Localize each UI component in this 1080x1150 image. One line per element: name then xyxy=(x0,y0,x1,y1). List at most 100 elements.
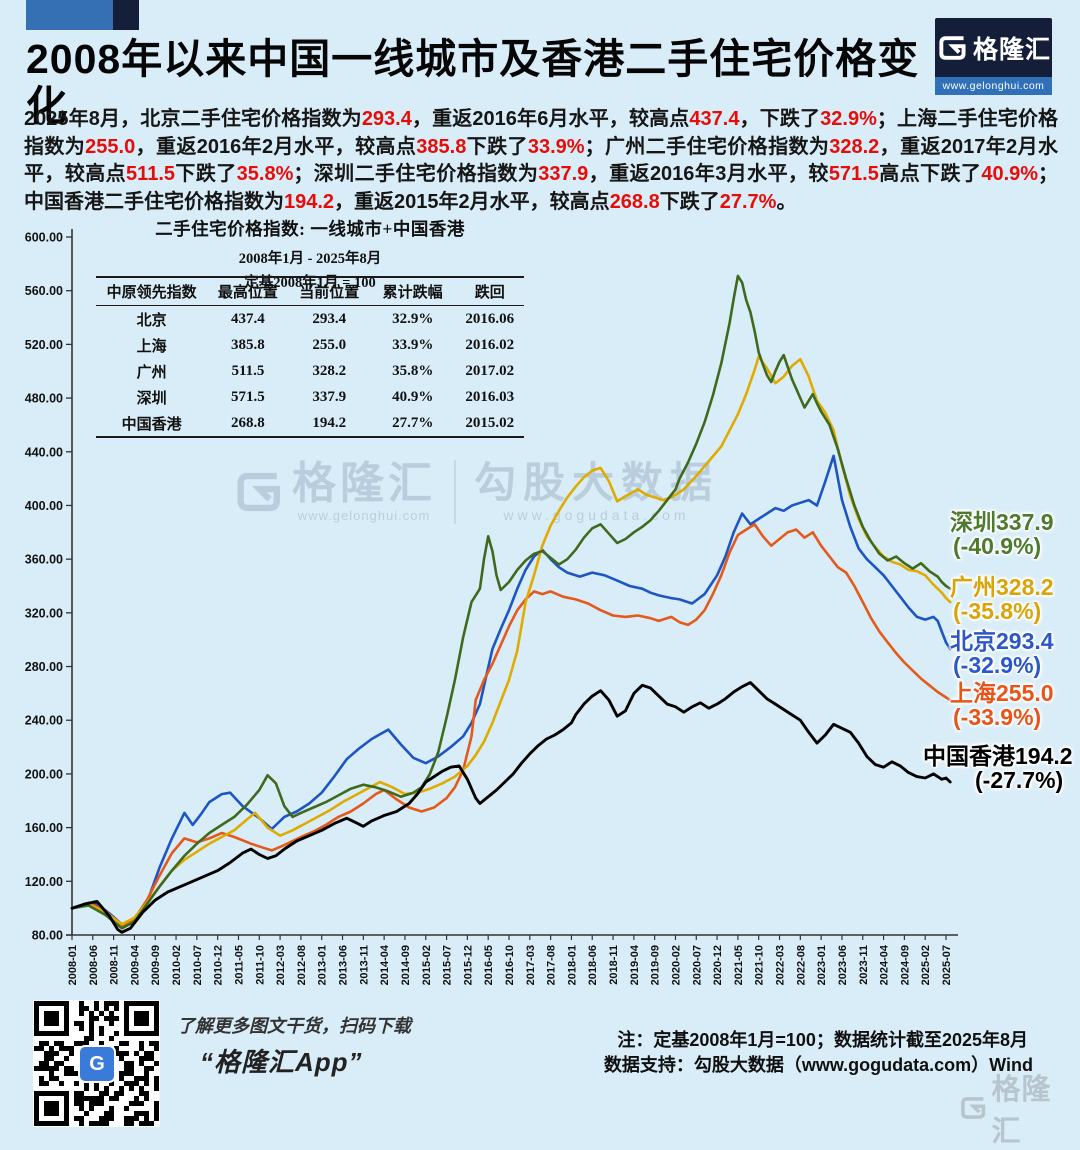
qr-module xyxy=(34,1016,39,1021)
corner-watermark: 格隆汇 xyxy=(958,1066,1080,1150)
x-tick-label: 2024-04 xyxy=(879,944,891,985)
x-tick-label: 2025-02 xyxy=(920,945,932,985)
qr-module xyxy=(54,1041,59,1046)
qr-module xyxy=(44,1016,49,1021)
qr-module xyxy=(139,1031,144,1036)
qr-module xyxy=(139,1046,144,1051)
series-line-beijing xyxy=(72,456,950,925)
qr-module xyxy=(144,1111,149,1116)
y-tick-label: 120.00 xyxy=(25,875,63,889)
qr-module xyxy=(79,1096,84,1101)
qr-module xyxy=(44,1021,49,1026)
highlight-number: 293.4 xyxy=(362,108,412,130)
chart-title: 二手住宅价格指数: 一线城市+中国香港 xyxy=(95,216,525,241)
qr-module xyxy=(34,1031,39,1036)
decor-bar-navy xyxy=(113,0,139,30)
qr-module xyxy=(89,1121,94,1126)
qr-module xyxy=(64,1096,69,1101)
table-cell: 上海 xyxy=(96,335,207,356)
intro-text: 下跌了 xyxy=(466,136,528,158)
x-tick-label: 2016-10 xyxy=(504,945,516,985)
qr-module xyxy=(74,1091,79,1096)
x-tick-label: 2023-06 xyxy=(837,945,849,985)
qr-module xyxy=(64,1121,69,1126)
qr-module xyxy=(69,1071,74,1076)
qr-module xyxy=(79,1011,84,1016)
qr-module xyxy=(154,1026,159,1031)
qr-module xyxy=(64,1016,69,1021)
qr-module xyxy=(54,1111,59,1116)
qr-module xyxy=(64,1071,69,1076)
y-tick-label: 560.00 xyxy=(25,284,63,298)
intro-text: 下跌了 xyxy=(660,191,720,213)
qr-module xyxy=(49,1071,54,1076)
qr-module xyxy=(99,1116,104,1121)
qr-module xyxy=(134,1111,139,1116)
qr-module xyxy=(89,1031,94,1036)
qr-module xyxy=(94,1016,99,1021)
table-cell: 40.9% xyxy=(370,389,456,406)
qr-module xyxy=(134,1051,139,1056)
qr-module xyxy=(34,1026,39,1031)
qr-module xyxy=(119,1071,124,1076)
qr-module xyxy=(34,1111,39,1116)
qr-module xyxy=(54,1011,59,1016)
qr-module xyxy=(34,1106,39,1111)
series-label-change: (-35.8%) xyxy=(953,599,1054,623)
qr-module xyxy=(119,1056,124,1061)
qr-module xyxy=(49,1091,54,1096)
x-tick-label: 2014-09 xyxy=(400,945,412,985)
qr-module xyxy=(59,1081,64,1086)
x-tick-label: 2008-06 xyxy=(88,945,100,985)
qr-module xyxy=(64,1116,69,1121)
qr-module xyxy=(129,1121,134,1126)
x-tick-label: 2011-05 xyxy=(233,945,245,985)
qr-module xyxy=(39,1041,44,1046)
qr-module xyxy=(39,1121,44,1126)
y-tick-label: 360.00 xyxy=(25,553,63,567)
qr-module xyxy=(49,1021,54,1026)
qr-module xyxy=(104,1111,109,1116)
qr-module xyxy=(114,1096,119,1101)
qr-module xyxy=(39,1076,44,1081)
qr-module xyxy=(99,1026,104,1031)
table-header-cell: 累计跌幅 xyxy=(370,281,456,302)
x-tick-label: 2025-07 xyxy=(941,945,953,985)
qr-module xyxy=(104,1016,109,1021)
intro-text: 高点下跌了 xyxy=(879,163,981,185)
y-tick-label: 240.00 xyxy=(25,714,63,728)
corner-brand-text: 格隆汇 xyxy=(992,1066,1080,1150)
highlight-number: 328.2 xyxy=(829,136,879,158)
x-tick-label: 2013-01 xyxy=(317,945,329,985)
qr-module xyxy=(54,1106,59,1111)
qr-module xyxy=(34,1121,39,1126)
highlight-number: 268.8 xyxy=(610,191,660,213)
x-tick-label: 2012-08 xyxy=(296,945,308,985)
x-tick-label: 2018-11 xyxy=(608,945,620,985)
table-cell: 2017.02 xyxy=(455,363,523,380)
y-tick-label: 320.00 xyxy=(25,606,63,620)
brand-name: 格隆汇 xyxy=(973,30,1051,66)
table-cell: 268.8 xyxy=(207,415,288,432)
series-label-value: 上海255.0 xyxy=(950,681,1054,705)
qr-module xyxy=(49,1011,54,1016)
table-header-cell: 当前位置 xyxy=(289,281,370,302)
qr-module xyxy=(44,1121,49,1126)
x-tick-label: 2008-01 xyxy=(67,945,79,985)
qr-module xyxy=(94,1096,99,1101)
app-name: “格隆汇App” xyxy=(200,1042,363,1079)
qr-module xyxy=(49,1121,54,1126)
qr-module xyxy=(39,1081,44,1086)
qr-module xyxy=(79,1026,84,1031)
qr-module xyxy=(154,1011,159,1016)
x-tick-label: 2019-04 xyxy=(629,944,641,985)
qr-module xyxy=(74,1021,79,1026)
qr-module xyxy=(119,1091,124,1096)
qr-module xyxy=(79,1021,84,1026)
series-label-shenzhen: 深圳337.9(-40.9%) xyxy=(950,510,1054,558)
table-cell: 35.8% xyxy=(370,363,456,380)
summary-paragraph: 2025年8月，北京二手住宅价格指数为293.4，重返2016年6月水平，较高点… xyxy=(24,106,1058,216)
highlight-number: 385.8 xyxy=(416,136,466,158)
qr-module xyxy=(109,1111,114,1116)
